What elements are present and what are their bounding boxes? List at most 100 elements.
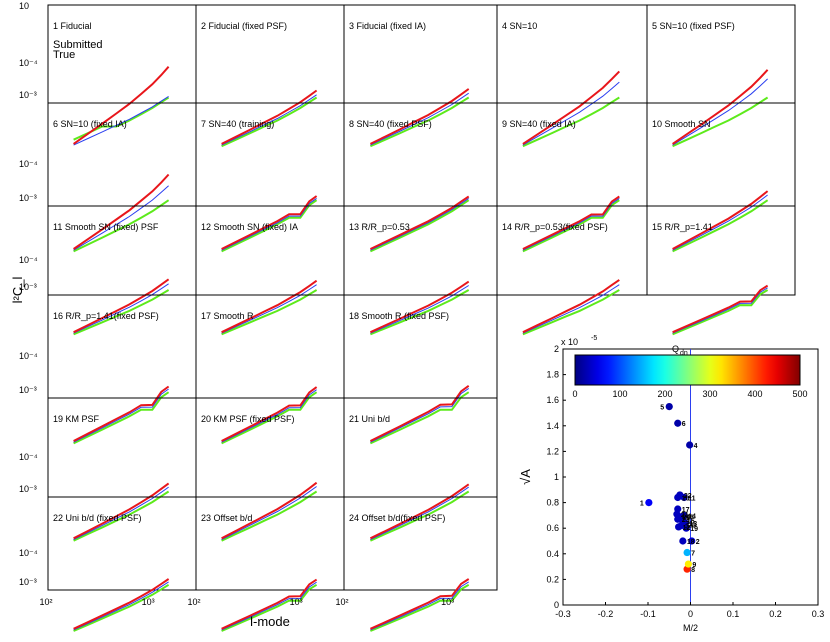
true-line xyxy=(369,199,470,253)
panel-title: 15 R/R_p=1.41 xyxy=(652,222,713,232)
x-tick-label: -0.3 xyxy=(555,609,571,619)
colorbar-tick-label: 200 xyxy=(657,389,672,399)
y-tick-label: 1.8 xyxy=(546,370,559,380)
panel-frame xyxy=(646,4,796,104)
y-tick-label: 10⁻³ xyxy=(19,577,37,587)
colorbar-label: Q xyxy=(672,344,679,354)
point-label: 19 xyxy=(690,526,698,533)
point-label: 22 xyxy=(684,493,692,500)
model-line xyxy=(522,197,620,251)
panel-5: 5 SN=10 (fixed PSF) xyxy=(646,4,796,148)
colorbar-label-sub: dn xyxy=(680,350,688,357)
x-tick-label: 10² xyxy=(187,597,200,607)
true-line xyxy=(522,96,620,148)
point-label: 12 xyxy=(683,525,691,532)
y-axis-label: √A xyxy=(518,469,533,485)
true-line xyxy=(369,96,470,148)
panel-frame xyxy=(343,4,498,104)
submitted-line xyxy=(369,578,470,630)
model-line xyxy=(522,81,620,146)
panel-frame xyxy=(47,496,197,591)
submitted-line xyxy=(369,88,470,145)
y-tick-label: 10⁻⁴ xyxy=(19,452,38,462)
panel-title: 13 R/R_p=0.53 xyxy=(349,222,410,232)
scatter-point xyxy=(665,403,673,411)
panel-frame xyxy=(195,4,345,104)
panel-10: 10 Smooth SN xyxy=(646,102,796,253)
point-label: 21 xyxy=(681,512,689,519)
true-line xyxy=(370,289,470,336)
y-tick-label: 10⁻⁴ xyxy=(19,255,38,265)
point-label: 16 xyxy=(686,515,694,522)
point-label: 14 xyxy=(688,513,696,520)
scatter-point xyxy=(675,523,683,531)
point-label: 13 xyxy=(689,521,697,528)
submitted-line xyxy=(73,385,170,442)
point-label: 15 xyxy=(687,519,695,526)
y-tick-label: 10⁻⁴ xyxy=(19,159,38,169)
true-line xyxy=(221,199,318,253)
model-line xyxy=(221,389,317,443)
submitted-line xyxy=(221,481,318,540)
model-line xyxy=(221,284,317,334)
grid-ticks: 1010⁻³10⁻⁴10⁻³10⁻⁴10⁻³10⁻⁴10⁻³10⁻⁴10⁻³10… xyxy=(19,1,454,607)
scatter-point xyxy=(675,513,683,521)
x-tick-label: -0.1 xyxy=(640,609,656,619)
colorbar-tick-label: 100 xyxy=(612,389,627,399)
y-tick-label: 10⁻³ xyxy=(19,90,37,100)
true-line xyxy=(73,490,170,542)
x-tick-label: 0 xyxy=(688,609,693,619)
submitted-line xyxy=(522,279,620,334)
true-line xyxy=(369,391,470,445)
panel-title: 6 SN=10 (fixed IA) xyxy=(53,119,127,129)
panel-title: 17 Smooth R xyxy=(201,311,254,321)
scatter-point xyxy=(645,499,653,507)
panel-title: 4 SN=10 xyxy=(502,21,537,31)
panel-title: 5 SN=10 (fixed PSF) xyxy=(652,21,735,31)
x-axis-label: M/2 xyxy=(683,623,698,633)
x-tick-label: 10³ xyxy=(441,597,454,607)
submitted-line xyxy=(369,384,470,442)
model-line xyxy=(73,486,169,540)
y-tick-label: 1.6 xyxy=(546,395,559,405)
panel-frame xyxy=(646,205,796,296)
scatter-point xyxy=(679,537,687,545)
x-tick-label: 0.1 xyxy=(727,609,740,619)
panel-frame xyxy=(195,397,345,498)
true-line xyxy=(672,199,769,253)
y-multiplier: x 10 xyxy=(561,337,578,347)
x-tick-label: 0.3 xyxy=(812,609,825,619)
colorbar-tick-label: 400 xyxy=(747,389,762,399)
true-line xyxy=(369,490,470,542)
scatter-point xyxy=(674,419,682,427)
panel-frame xyxy=(343,205,498,296)
point-label: 11 xyxy=(688,495,696,502)
y-tick-label: 10 xyxy=(19,1,29,11)
panel-frame xyxy=(195,205,345,296)
point-label: 1 xyxy=(640,501,644,508)
point-label: 8 xyxy=(691,567,695,574)
x-tick-label: 10³ xyxy=(142,597,155,607)
model-line xyxy=(73,581,169,631)
panel-frame xyxy=(47,205,197,296)
y-multiplier-exp: -5 xyxy=(591,335,597,342)
y-tick-label: 1.2 xyxy=(546,446,559,456)
true-line xyxy=(221,583,318,632)
model-line xyxy=(370,581,469,631)
panel-15: 15 R/R_p=1.41 xyxy=(646,205,796,336)
y-tick-label: 0.2 xyxy=(546,574,559,584)
x-tick-label: 10² xyxy=(39,597,52,607)
true-line xyxy=(672,289,769,336)
y-tick-label: 10⁻⁴ xyxy=(19,58,38,68)
scatter-plot: -0.3 -0.2 -0.1 0 0.1 0.2 0.3 0 0.2 0.4 0.6 0.8 1 1.2 1… xyxy=(518,335,824,633)
submitted-line xyxy=(672,190,769,250)
submitted-line xyxy=(73,578,170,630)
y-tick-label: 0.8 xyxy=(546,498,559,508)
x-tick-label: 0.2 xyxy=(769,609,782,619)
y-tick-label: 0 xyxy=(554,600,559,610)
point-label: 6 xyxy=(682,421,686,428)
model-line xyxy=(672,194,768,251)
y-tick-label: 0.6 xyxy=(546,523,559,533)
point-label: 18 xyxy=(687,539,695,546)
